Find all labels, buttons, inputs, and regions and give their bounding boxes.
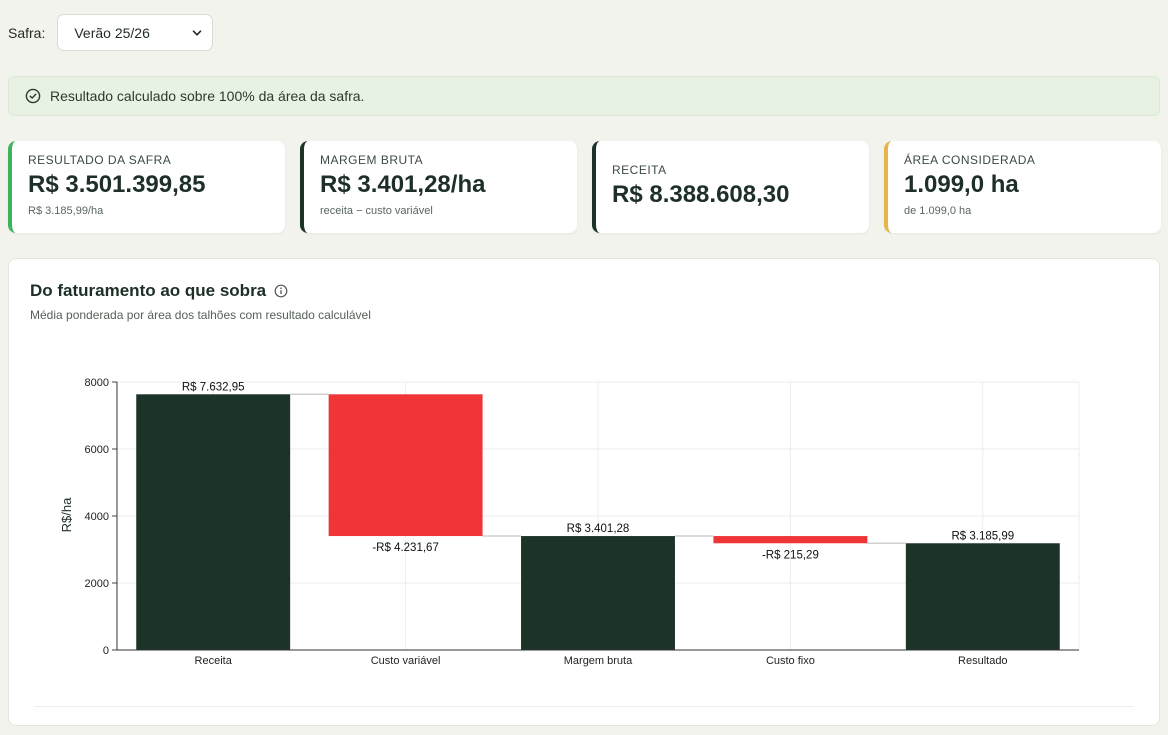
- data-label: R$ 3.185,99: [951, 530, 1014, 542]
- waterfall-bar: [328, 394, 483, 537]
- kpi-sub: receita − custo variável: [320, 205, 433, 217]
- waterfall-bar: [136, 394, 291, 650]
- info-banner: Resultado calculado sobre 100% da área d…: [8, 76, 1160, 116]
- waterfall-bar: [713, 536, 868, 544]
- kpi-value: R$ 8.388.608,30: [612, 181, 790, 208]
- waterfall-bar: [905, 543, 1060, 650]
- waterfall-bar: [521, 536, 675, 650]
- x-tick-label: Custo fixo: [766, 655, 815, 667]
- kpi-card-area: ÁREA CONSIDERADA 1.099,0 ha de 1.099,0 h…: [884, 141, 1161, 233]
- waterfall-chart: R$/ha R$ 7.632,95 -R$ 4.231,67 R$ 3.401,28…: [59, 377, 1080, 667]
- check-circle-icon: [25, 88, 41, 104]
- axis-layer: 0 2000 4000 6000 8000 Receita Custo variável Ma…: [85, 377, 1079, 667]
- x-tick-label: Margem bruta: [564, 655, 633, 667]
- y-tick-label: 2000: [85, 578, 109, 590]
- label-layer: R$ 7.632,95 -R$ 4.231,67 R$ 3.401,28 -R$ 21…: [182, 381, 1014, 561]
- panel-title: Do faturamento ao que sobra: [30, 281, 288, 301]
- kpi-value: R$ 3.501.399,85: [28, 171, 206, 198]
- y-tick-label: 8000: [85, 377, 109, 389]
- y-tick-label: 6000: [85, 444, 109, 456]
- kpi-label: RECEITA: [612, 163, 667, 177]
- x-tick-label: Custo variável: [371, 655, 441, 667]
- kpi-label: ÁREA CONSIDERADA: [904, 153, 1036, 167]
- panel-divider: [34, 706, 1134, 707]
- kpi-label: MARGEM BRUTA: [320, 153, 424, 167]
- data-label: R$ 7.632,95: [182, 381, 245, 393]
- waterfall-panel: Do faturamento ao que sobra Média ponder…: [8, 258, 1160, 726]
- data-label: R$ 3.401,28: [567, 523, 630, 535]
- safra-filter: Safra: Verão 25/26: [8, 14, 214, 51]
- panel-title-text: Do faturamento ao que sobra: [30, 281, 267, 300]
- x-tick-label: Receita: [195, 655, 233, 667]
- bar-layer: [136, 394, 1060, 650]
- kpi-value: R$ 3.401,28/ha: [320, 171, 486, 198]
- kpi-sub: R$ 3.185,99/ha: [28, 205, 104, 217]
- kpi-value: 1.099,0 ha: [904, 171, 1019, 198]
- y-tick-label: 0: [103, 645, 109, 657]
- safra-select[interactable]: Verão 25/26: [57, 14, 214, 51]
- kpi-label: RESULTADO DA SAFRA: [28, 153, 172, 167]
- y-tick-label: 4000: [85, 511, 109, 523]
- banner-text: Resultado calculado sobre 100% da área d…: [50, 88, 365, 104]
- info-icon[interactable]: [274, 284, 288, 298]
- panel-subtitle: Média ponderada por área dos talhões com…: [30, 308, 371, 322]
- kpi-card-resultado: RESULTADO DA SAFRA R$ 3.501.399,85 R$ 3.…: [8, 141, 285, 233]
- data-label: -R$ 4.231,67: [372, 542, 439, 554]
- data-label: -R$ 215,29: [762, 549, 819, 561]
- chevron-down-icon: [193, 29, 202, 36]
- safra-label: Safra:: [8, 24, 46, 41]
- kpi-card-margem-bruta: MARGEM BRUTA R$ 3.401,28/ha receita − cu…: [300, 141, 577, 233]
- kpi-sub: de 1.099,0 ha: [904, 205, 972, 217]
- y-axis-label: R$/ha: [59, 497, 74, 532]
- safra-selected-value: Verão 25/26: [74, 24, 150, 41]
- kpi-card-receita: RECEITA R$ 8.388.608,30: [592, 141, 869, 233]
- connector-layer: [290, 393, 906, 545]
- x-tick-label: Resultado: [958, 655, 1008, 667]
